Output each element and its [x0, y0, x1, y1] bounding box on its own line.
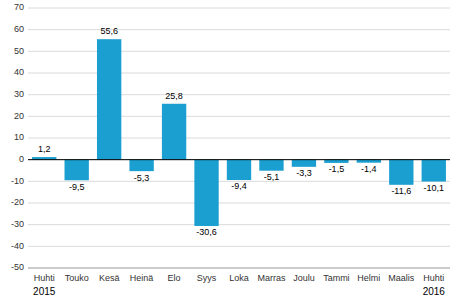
x-tick-label: Heinä: [130, 273, 154, 283]
data-label: -9,4: [231, 181, 247, 191]
annotations: 2015 2016: [33, 286, 445, 297]
chart-container: -50 -40 -30 -20 -10 0 10 20 30 40 50 60 70 1,2 -9,5 55,…: [0, 0, 454, 302]
grid: -50 -40 -30 -20 -10 0 10 20 30 40 50 60 70: [11, 2, 450, 272]
grid-line: [28, 246, 450, 247]
data-label: 55,6: [100, 26, 118, 36]
grid-line: [28, 268, 450, 269]
y-tick-label: 40: [14, 67, 24, 77]
data-label: 25,8: [165, 91, 183, 101]
x-tick-label: Touko: [65, 273, 89, 283]
bar: [422, 160, 446, 182]
y-tick-label: 70: [14, 2, 24, 12]
chart: -50 -40 -30 -20 -10 0 10 20 30 40 50 60 70 1,2 -9,5 55,…: [0, 0, 454, 302]
bar: [194, 160, 218, 226]
grid-line: [28, 203, 450, 204]
x-tick-label: Huhti: [423, 273, 444, 283]
bar: [129, 160, 153, 171]
data-label: -30,6: [196, 227, 217, 237]
bar: [162, 104, 186, 160]
y-tick-label: 0: [19, 154, 24, 164]
bar: [259, 160, 283, 171]
y-tick-label: -50: [11, 262, 24, 272]
x-tick-label: Huhti: [34, 273, 55, 283]
bar: [389, 160, 413, 185]
data-label: -5,1: [264, 172, 280, 182]
data-label: -3,3: [296, 168, 312, 178]
y-tick-label: -30: [11, 219, 24, 229]
bar: [227, 160, 251, 180]
grid-line: [28, 94, 450, 95]
y-tick-label: 30: [14, 89, 24, 99]
y-tick-label: 50: [14, 46, 24, 56]
data-label: -9,5: [69, 182, 85, 192]
bar: [97, 39, 121, 159]
data-label: -5,3: [134, 173, 150, 183]
axis-line: [28, 268, 450, 269]
zero-line: [28, 159, 450, 160]
year-label: 2016: [423, 286, 446, 297]
data-label: -1,4: [361, 164, 377, 174]
grid-line: [28, 116, 450, 117]
data-label: -10,1: [424, 183, 445, 193]
x-tick-label: Syys: [197, 273, 217, 283]
grid-line: [28, 29, 450, 30]
x-tick-label: Kesä: [99, 273, 120, 283]
data-labels: 1,2 -9,5 55,6 -5,3 25,8 -30,6 -9,4 -5,1 -3,3 -1,5…: [38, 26, 444, 237]
grid-line: [28, 138, 450, 139]
bars: [32, 39, 446, 226]
grid-line: [28, 159, 450, 160]
bar: [65, 160, 89, 181]
y-tick-label: 60: [14, 24, 24, 34]
y-tick-label: 20: [14, 111, 24, 121]
y-tick-label: 10: [14, 132, 24, 142]
y-tick-label: -10: [11, 176, 24, 186]
year-label: 2015: [33, 286, 56, 297]
x-tick-label: Marras: [257, 273, 286, 283]
grid-line: [28, 73, 450, 74]
x-tick-label: Elo: [168, 273, 181, 283]
x-tick-label: Tammi: [323, 273, 350, 283]
x-tick-label: Maalis: [388, 273, 415, 283]
x-tick-label: Loka: [229, 273, 249, 283]
x-axis: Huhti Touko Kesä Heinä Elo Syys Loka Marras Joul…: [34, 273, 445, 283]
x-tick-label: Joulu: [293, 273, 315, 283]
x-tick-label: Helmi: [357, 273, 380, 283]
data-label: -11,6: [391, 186, 411, 196]
y-tick-label: -20: [11, 197, 24, 207]
data-label: -1,5: [329, 164, 345, 174]
grid-line: [28, 8, 450, 9]
grid-line: [28, 224, 450, 225]
data-label: 1,2: [38, 144, 51, 154]
y-tick-label: -40: [11, 241, 24, 251]
bar: [292, 160, 316, 167]
grid-line: [28, 51, 450, 52]
